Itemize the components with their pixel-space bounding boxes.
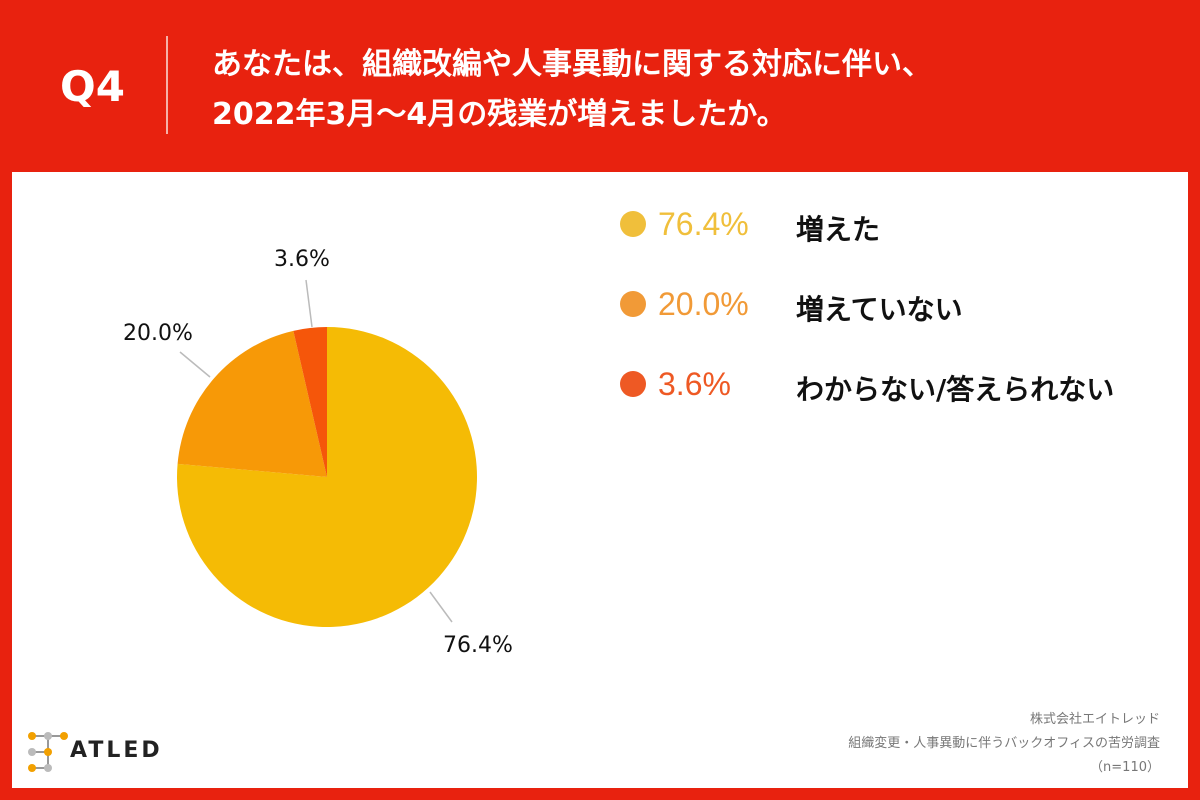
source-company: 株式会社エイトレッド <box>1029 712 1160 727</box>
header-bar: Q4 あなたは、組織改編や人事異動に関する対応に伴い、 2022年3月〜4月の残… <box>0 0 1200 172</box>
leader-line <box>179 351 211 378</box>
legend-percent: 76.4% <box>658 206 749 242</box>
pie-slice <box>293 327 327 477</box>
legend-dot <box>620 211 646 237</box>
leader-line <box>305 279 313 328</box>
legend-percent: 20.0% <box>658 286 749 322</box>
source-sample-size: （n=110） <box>1090 760 1160 775</box>
question-line-2: 2022年3月〜4月の残業が増えましたか。 <box>212 97 787 132</box>
legend-label: 増えていない <box>796 293 963 326</box>
pie-slice <box>177 330 327 477</box>
legend-dot <box>620 291 646 317</box>
slice-data-label: 20.0% <box>123 321 193 346</box>
legend-dot <box>620 371 646 397</box>
atled-logo-text: ATLED <box>70 738 163 763</box>
slice-data-label: 3.6% <box>274 247 330 272</box>
source-survey: 組織変更・人事異動に伴うバックオフィスの苦労調査 <box>848 736 1160 751</box>
question-number: Q4 <box>60 62 125 111</box>
question-line-1: あなたは、組織改編や人事異動に関する対応に伴い、 <box>212 47 932 82</box>
legend-percent: 3.6% <box>658 366 731 402</box>
atled-logo-icon <box>28 732 68 772</box>
slice-data-label: 76.4% <box>443 633 513 658</box>
legend-label: わからない/答えられない <box>796 373 1115 406</box>
header-divider <box>166 36 168 134</box>
source-note: 株式会社エイトレッド 組織変更・人事異動に伴うバックオフィスの苦労調査 （n=1… <box>848 708 1160 780</box>
leader-line <box>429 591 453 623</box>
legend-label: 増えた <box>796 213 881 246</box>
question-text: あなたは、組織改編や人事異動に関する対応に伴い、 2022年3月〜4月の残業が増… <box>212 40 932 140</box>
